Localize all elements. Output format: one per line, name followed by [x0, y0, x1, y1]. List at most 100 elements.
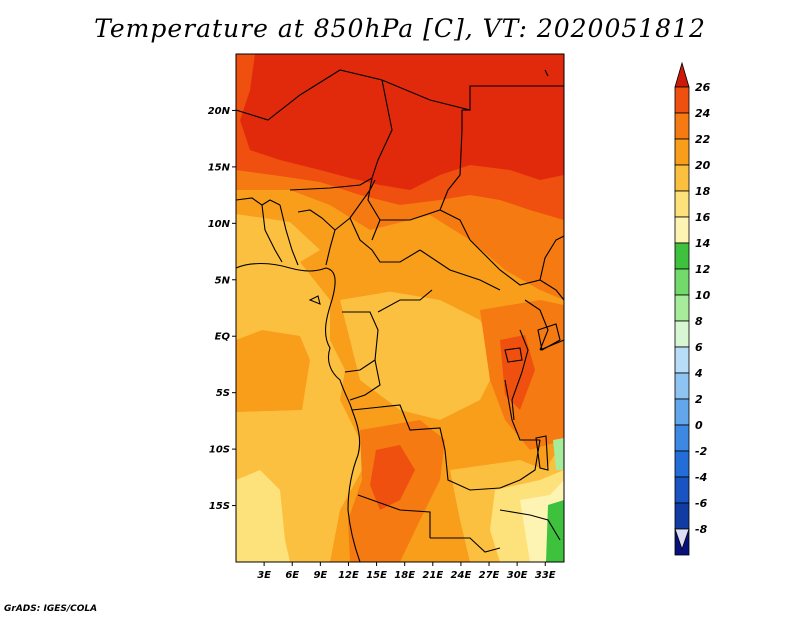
lon-tick-label: 21E	[422, 570, 443, 581]
coastline-west	[236, 262, 361, 562]
lake-malawi	[535, 435, 549, 471]
colorbar-swatch	[674, 138, 690, 166]
lat-tick-label: 5N	[215, 275, 231, 286]
colorbar-label: 18	[695, 185, 711, 198]
lat-tick-label: 15N	[208, 162, 231, 173]
colorbar-label: 8	[695, 315, 703, 328]
colorbar-label: -4	[695, 471, 707, 484]
colorbar-swatch	[674, 294, 690, 322]
border-angola-north	[351, 404, 446, 451]
lon-tick-label: 15E	[366, 570, 387, 581]
border-botswana	[430, 537, 501, 553]
lat-tick-label: 10S	[209, 445, 230, 456]
colorbar-label: 12	[695, 263, 711, 276]
borders	[236, 69, 564, 562]
colorbar-swatch	[674, 86, 690, 114]
grads-credit: GrADS: IGES/COLA	[4, 604, 98, 614]
colorbar-bottom-triangle	[674, 528, 690, 551]
border-namibia	[357, 494, 431, 538]
lon-tick-label: 3E	[257, 570, 271, 581]
border-algeria-south	[236, 69, 383, 121]
lon-tick-label: 18E	[394, 570, 415, 581]
lat-tick-label: 5S	[216, 388, 230, 399]
lat-tick-label: 15S	[209, 501, 230, 512]
border-ethiopia	[539, 235, 564, 281]
field-lakes-24-26	[500, 335, 535, 410]
lake-victoria	[537, 323, 561, 351]
colorbar-label: 16	[695, 211, 711, 224]
border-west-1	[261, 199, 281, 206]
field-west-africa-20-22	[236, 200, 564, 320]
coast-northeast	[544, 69, 549, 77]
border-angola-east	[444, 449, 501, 491]
colorbar-swatch	[674, 502, 690, 530]
lon-tick-label: 27E	[479, 570, 500, 581]
island-bioko	[308, 295, 321, 305]
lake-tanganyika	[511, 329, 529, 421]
border-chad-west	[367, 177, 381, 241]
border-tanzania-west	[504, 379, 540, 441]
colorbar-label: 20	[695, 159, 711, 172]
lat-tick-label: 20N	[208, 106, 231, 117]
colorbar-swatch	[674, 476, 690, 504]
border-nigeria-west	[297, 209, 336, 266]
border-guinea-coast	[236, 197, 283, 263]
lat-tick-label: EQ	[215, 332, 231, 343]
colorbar-label: -8	[695, 523, 708, 536]
colorbar-label: 22	[695, 133, 711, 146]
colorbar-label: 4	[694, 367, 703, 380]
lat-tick-label: 10N	[208, 219, 231, 230]
colorbar-swatch	[674, 190, 690, 218]
colorbar-swatch	[674, 346, 690, 374]
colorbar-swatch	[674, 268, 690, 296]
field-south-interior-24-26	[370, 445, 415, 510]
colorbar-swatch	[674, 398, 690, 426]
colorbar-swatch	[674, 216, 690, 244]
colorbar-label: 0	[695, 419, 703, 432]
field-east-8-10	[553, 438, 564, 470]
colorbar-swatch	[674, 112, 690, 140]
field-sahara-26plus	[240, 54, 564, 190]
lon-tick-label: 12E	[338, 570, 359, 581]
colorbar-label: 10	[695, 289, 711, 302]
border-uganda	[524, 299, 549, 351]
colorbar-label: 6	[695, 341, 703, 354]
colorbar-label: 26	[695, 81, 711, 94]
colorbar-swatch	[674, 164, 690, 192]
field-basin-18-20	[340, 290, 500, 420]
map-title: Temperature at 850hPa [C], VT: 202005181…	[94, 14, 706, 43]
lon-tick-label: 33E	[535, 570, 556, 581]
border-chad-sudan	[439, 110, 463, 211]
border-cameroon-car	[349, 217, 421, 263]
colorbar-label: 2	[695, 393, 703, 406]
border-zimbabwe	[499, 509, 561, 541]
border-niger-chad	[371, 79, 393, 179]
field-atlantic-20-22	[236, 330, 310, 412]
border-niger-south	[289, 177, 373, 191]
colorbar-swatch	[674, 242, 690, 270]
border-nigeria-north	[334, 179, 376, 231]
colorbar-label: 24	[695, 107, 710, 120]
colorbar-swatch	[674, 424, 690, 452]
field-coast-18-20	[236, 214, 320, 262]
colorbar-swatch	[674, 320, 690, 348]
border-sudan-south	[469, 239, 564, 301]
colorbar-swatch	[674, 372, 690, 400]
colorbar-label: -6	[695, 497, 708, 510]
colorbar-top-triangle	[674, 61, 690, 88]
lake-kivu	[504, 347, 523, 363]
border-ghana	[279, 204, 299, 266]
latitude-axis: 20N 15N 10N 5N EQ 5S 10S 15S	[208, 106, 236, 512]
temperature-field	[236, 54, 564, 562]
lon-tick-label: 30E	[507, 570, 528, 581]
colorbar-label: -2	[695, 445, 708, 458]
map-frame	[235, 53, 565, 563]
lon-tick-label: 6E	[285, 570, 299, 581]
border-zambia	[499, 439, 541, 489]
lon-tick-label: 24E	[451, 570, 472, 581]
border-gabon	[342, 311, 379, 373]
field-southwest-16-18	[236, 470, 290, 562]
border-congo-north	[377, 289, 433, 313]
